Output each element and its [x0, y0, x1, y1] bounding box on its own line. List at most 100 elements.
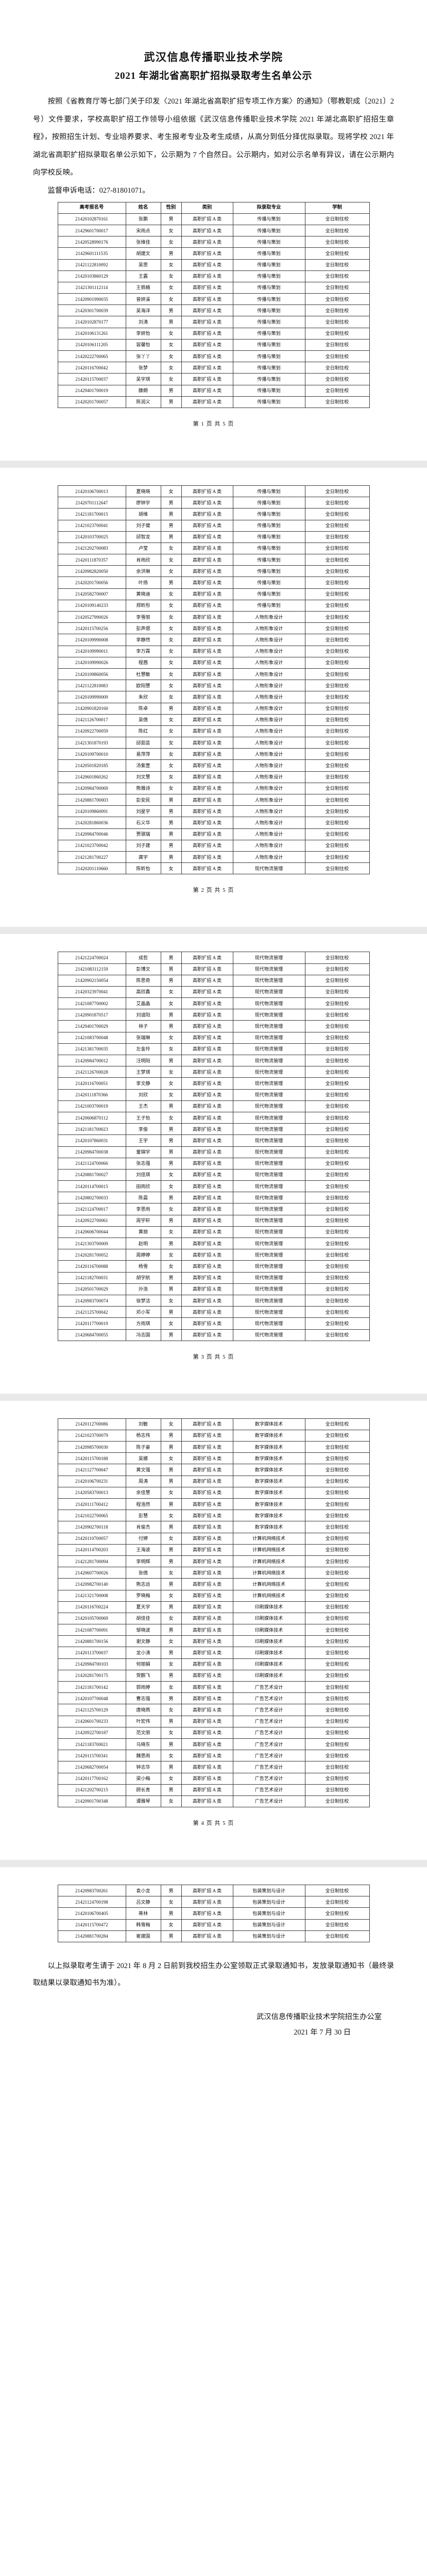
- table-row: 21420102870177 刘涛男高职扩招 A 类传播与策划 全日制住校: [57, 316, 370, 328]
- cell-name: 李思雨: [125, 1203, 161, 1215]
- cell-major: 广告艺术设计: [232, 1772, 305, 1785]
- cell-name: 肖俊杰: [125, 1521, 161, 1533]
- cell-exam-id: 21420201700056: [57, 577, 126, 589]
- cell-exam-id: 21420103860129: [57, 270, 126, 282]
- cell-major: 传播与策划: [232, 588, 305, 600]
- cell-system: 全日制住校: [304, 634, 370, 646]
- cell-major: 现代物流管理: [232, 952, 305, 964]
- table-row: 21420111870357 肖雨欣女高职扩招 A 类传播与策划 全日制住校: [57, 554, 370, 566]
- cell-gender: 女: [160, 1077, 182, 1090]
- cell-system: 全日制住校: [304, 1784, 370, 1796]
- cell-category: 高职扩招 A 类: [181, 1123, 233, 1136]
- cell-major: 现代物流管理: [232, 1214, 305, 1227]
- cell-system: 全日制住校: [304, 645, 370, 657]
- cell-gender: 男: [160, 384, 182, 397]
- table-row: 21420115700472 韩雪梅女高职扩招 A 类包装策划与设计 全日制住校: [57, 1919, 370, 1931]
- table-row: 21420527990026 李雪丽女高职扩招 A 类人物形象设计 全日制住校: [57, 611, 370, 623]
- cell-name: 黄文强: [125, 1464, 161, 1476]
- cell-system: 全日制住校: [304, 577, 370, 589]
- cell-gender: 男: [160, 1134, 182, 1147]
- table-row: 21420116700088 杨雪女高职扩招 A 类现代物流管理 全日制住校: [57, 1260, 370, 1273]
- cell-gender: 女: [160, 714, 182, 726]
- cell-gender: 男: [160, 1555, 182, 1568]
- cell-category: 高职扩招 A 类: [181, 542, 233, 555]
- cell-name: 汤紫萱: [125, 759, 161, 772]
- cell-system: 全日制住校: [304, 759, 370, 772]
- cell-name: 廖钟宇: [125, 497, 161, 509]
- cell-system: 全日制住校: [304, 1669, 370, 1682]
- cell-exam-id: 21420901700348: [57, 1795, 126, 1808]
- cell-name: 张倩: [125, 1567, 161, 1579]
- cell-exam-id: 21420985700030: [57, 1441, 126, 1453]
- cell-system: 全日制住校: [304, 1544, 370, 1556]
- table-row: 21420881700284 崔建国男高职扩招 A 类包装策划与设计 全日制住校: [57, 1930, 370, 1943]
- cell-category: 高职扩招 A 类: [181, 702, 233, 715]
- cell-major: 现代物流管理: [232, 862, 305, 875]
- cell-name: 崔建国: [125, 1930, 161, 1943]
- cell-gender: 男: [160, 1761, 182, 1773]
- cell-exam-id: 21421087700002: [57, 997, 126, 1010]
- cell-name: 张鹏: [125, 213, 161, 225]
- cell-major: 传播与策划: [232, 281, 305, 294]
- cell-system: 全日制住校: [304, 839, 370, 852]
- cell-major: 现代物流管理: [232, 986, 305, 998]
- cell-name: 滕朗: [125, 384, 161, 397]
- cell-gender: 男: [160, 304, 182, 317]
- cell-gender: 女: [160, 373, 182, 385]
- cell-category: 高职扩招 A 类: [181, 1738, 233, 1751]
- cell-exam-id: 21429601700017: [57, 224, 126, 237]
- cell-major: 印刷媒体技术: [232, 1601, 305, 1613]
- cell-major: 传播与策划: [232, 396, 305, 408]
- table-row: 21420881700003 彭安民男高职扩招 A 类人物形象设计 全日制住校: [57, 793, 370, 806]
- cell-system: 全日制住校: [304, 293, 370, 306]
- cell-exam-id: 21420105700069: [57, 1612, 126, 1625]
- page-footer-4: 第 4 页 共 5 页: [193, 1820, 234, 1827]
- cell-gender: 女: [160, 668, 182, 681]
- cell-category: 高职扩招 A 类: [181, 1168, 233, 1181]
- cell-category: 高职扩招 A 类: [181, 1784, 233, 1796]
- table-row: 21420201700056 叶扬男高职扩招 A 类传播与策划 全日制住校: [57, 577, 370, 589]
- table-row: 21421022700065 彭慧女高职扩招 A 类数字媒体技术 全日制住校: [57, 1510, 370, 1522]
- table-row: 21420582700007 黄晓迪女高职扩招 A 类传播与策划 全日制住校: [57, 588, 370, 600]
- cell-exam-id: 21421303700009: [57, 1237, 126, 1250]
- cell-system: 全日制住校: [304, 1578, 370, 1590]
- cell-name: 何丽娟: [125, 1658, 161, 1670]
- cell-name: 叶扬: [125, 577, 161, 589]
- cell-gender: 女: [160, 656, 182, 669]
- cell-exam-id: 21421022700065: [57, 1510, 126, 1522]
- cell-name: 黄丽: [125, 1226, 161, 1239]
- cell-exam-id: 21421124700066: [57, 1157, 126, 1170]
- cell-exam-id: 21420984700038: [57, 1146, 126, 1158]
- roster-table-page-4: 21420112700086 刘敏女高职扩招 A 类数字媒体技术 全日制住校 2142…: [57, 1418, 370, 1808]
- cell-name: 胡佳佳: [125, 1612, 161, 1625]
- cell-major: 传播与策划: [232, 316, 305, 328]
- cell-category: 高职扩招 A 类: [181, 974, 233, 987]
- cell-major: 计算机网络技术: [232, 1544, 305, 1556]
- cell-system: 全日制住校: [304, 1260, 370, 1273]
- table-row: 21420301700039 吴海洋男高职扩招 A 类传播与策划 全日制住校: [57, 304, 370, 317]
- table-row: 21420109860056 杜慧敏女高职扩招 A 类人物形象设计 全日制住校: [57, 668, 370, 681]
- cell-category: 高职扩招 A 类: [181, 1283, 233, 1295]
- table-row: 21420116700051 李文静女高职扩招 A 类现代物流管理 全日制住校: [57, 1077, 370, 1090]
- cell-gender: 男: [160, 1692, 182, 1705]
- cell-major: 包装策划与设计: [232, 1907, 305, 1920]
- cell-category: 高职扩招 A 类: [181, 1612, 233, 1625]
- cell-name: 熊志远: [125, 1578, 161, 1590]
- cell-exam-id: 21420109140233: [57, 599, 126, 612]
- cell-exam-id: 21420902150054: [57, 974, 126, 987]
- table-row: 21420607700026 张倩女高职扩招 A 类计算机网络技术 全日制住校: [57, 1567, 370, 1579]
- cell-category: 高职扩招 A 类: [181, 622, 233, 635]
- cell-gender: 女: [160, 350, 182, 363]
- cell-exam-id: 21421281700227: [57, 851, 126, 863]
- cell-exam-id: 21420115700256: [57, 622, 126, 635]
- cell-gender: 男: [160, 1054, 182, 1067]
- cell-system: 全日制住校: [304, 1930, 370, 1943]
- table-row: 21421023700041 刘子健男高职扩招 A 类传播与策划 全日制住校: [57, 519, 370, 532]
- cell-category: 高职扩招 A 类: [181, 828, 233, 840]
- cell-exam-id: 21421127700047: [57, 1464, 126, 1476]
- cell-major: 人物形象设计: [232, 645, 305, 657]
- cell-name: 郭雨婷: [125, 1681, 161, 1693]
- cell-category: 高职扩招 A 类: [181, 668, 233, 681]
- table-row: 21429401700029 林子男高职扩招 A 类现代物流管理 全日制住校: [57, 1020, 370, 1032]
- cell-exam-id: 21420201110660: [57, 862, 126, 875]
